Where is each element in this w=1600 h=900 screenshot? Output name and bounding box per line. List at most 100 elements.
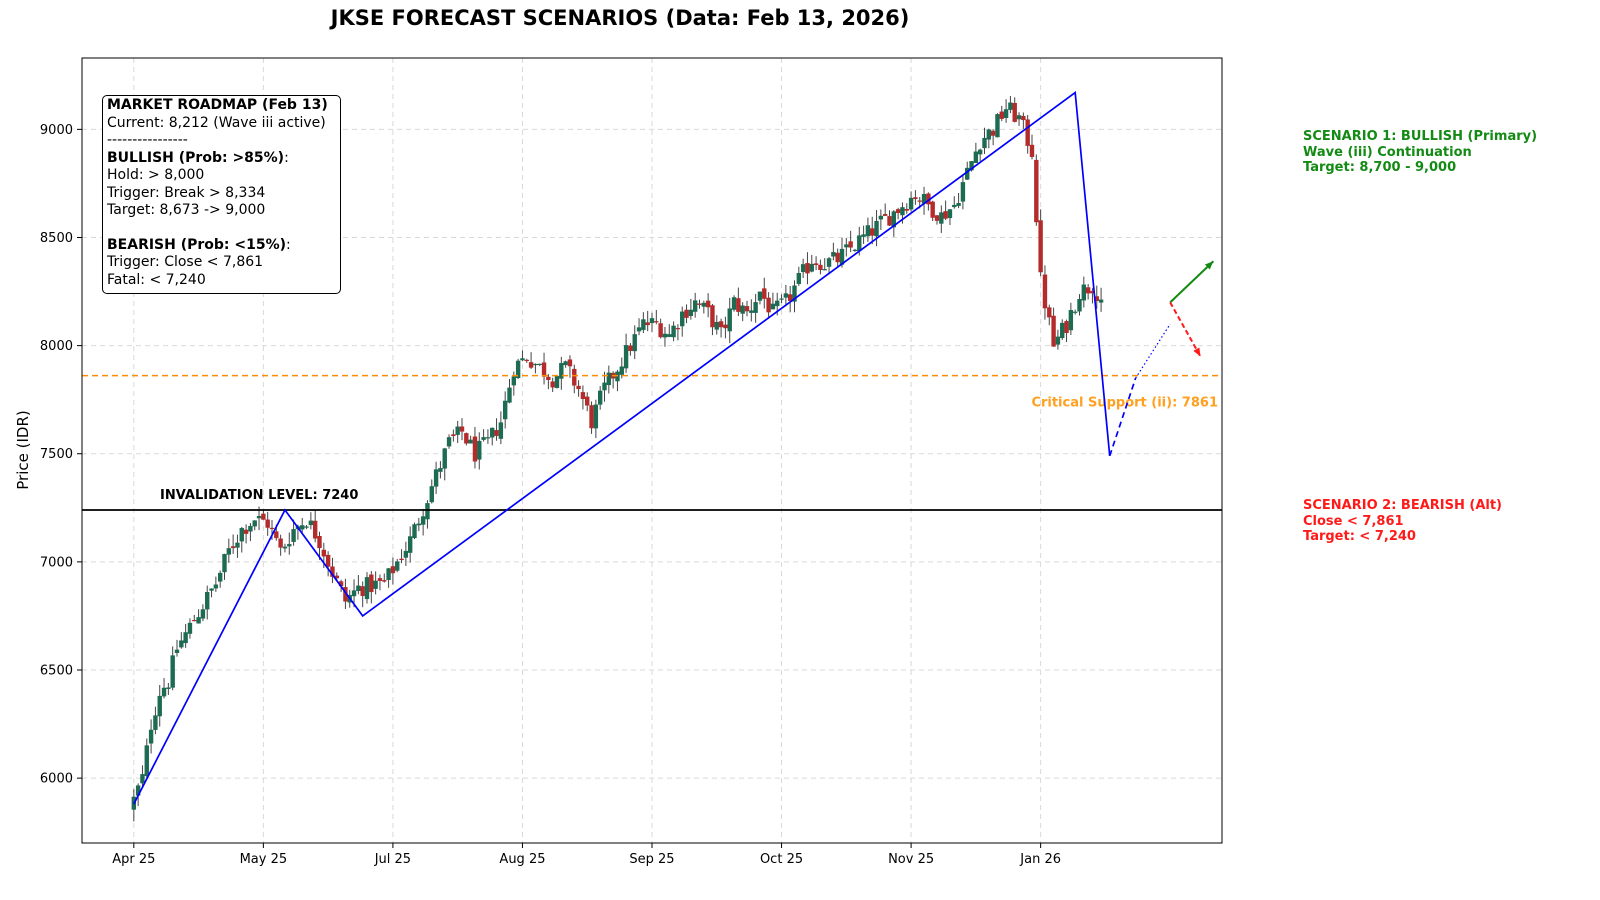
candle-up xyxy=(140,774,145,784)
candle-up xyxy=(248,525,253,532)
candle-up xyxy=(1072,311,1078,313)
candle-up xyxy=(662,333,668,338)
y-tick-label: 6500 xyxy=(40,663,73,678)
candle-up xyxy=(291,529,296,542)
candle-down xyxy=(1038,220,1043,273)
candle-up xyxy=(135,785,141,796)
bearish-arrow-head xyxy=(1193,347,1201,357)
candle-up xyxy=(515,360,521,379)
candle-up xyxy=(455,426,460,435)
candle-down xyxy=(192,619,197,622)
candle-down xyxy=(654,321,659,323)
candle-up xyxy=(235,542,240,548)
candle-up xyxy=(252,520,257,527)
level-layer: INVALIDATION LEVEL: 7240 Critical Support… xyxy=(82,374,1222,511)
candle-up xyxy=(511,376,517,386)
candle-up xyxy=(356,585,361,592)
candle-up xyxy=(1077,299,1082,312)
scenario-2-annotation: SCENARIO 2: BEARISH (Alt) Close < 7,861 … xyxy=(1303,498,1502,545)
x-tick-label: Nov 25 xyxy=(888,852,934,867)
candle-up xyxy=(533,363,538,366)
scenario-2-title: SCENARIO 2: BEARISH (Alt) xyxy=(1303,498,1502,513)
bullish-prob: BULLISH (Prob: >85%) xyxy=(107,149,285,166)
candle-up xyxy=(891,211,897,228)
candle-down xyxy=(1025,119,1030,146)
candle-down xyxy=(321,549,327,557)
candle-up xyxy=(900,207,905,216)
candle-down xyxy=(895,209,901,214)
candle-up xyxy=(749,310,754,313)
candle-up xyxy=(429,486,434,503)
candle-up xyxy=(939,212,944,224)
candle-up xyxy=(701,302,707,307)
candle-up xyxy=(179,640,184,648)
candle-up xyxy=(395,561,400,571)
scenario-1-annotation: SCENARIO 1: BULLISH (Primary) Wave (iii)… xyxy=(1303,129,1537,176)
candle-down xyxy=(675,328,681,330)
candle-down xyxy=(1047,307,1052,318)
bullish-colon: : xyxy=(284,149,289,166)
y-tick-label: 7500 xyxy=(40,447,73,462)
candle-down xyxy=(870,228,875,236)
candle-down xyxy=(1042,274,1048,309)
candle-down xyxy=(589,405,594,429)
candle-up xyxy=(921,193,927,204)
candle-down xyxy=(524,359,529,362)
candle-up xyxy=(977,149,983,155)
candle-up xyxy=(468,439,473,444)
candle-down xyxy=(697,303,702,305)
candle-up xyxy=(714,321,719,330)
candle-down xyxy=(710,305,715,328)
candle-up xyxy=(680,311,685,327)
candle-down xyxy=(576,385,581,390)
candle-down xyxy=(1029,144,1035,157)
candle-down xyxy=(261,513,266,520)
candle-up xyxy=(809,263,814,272)
candle-up xyxy=(995,114,1000,138)
candle-up xyxy=(874,220,879,237)
candle-up xyxy=(490,427,495,438)
candle-down xyxy=(338,581,344,587)
candle-down xyxy=(377,578,383,581)
candle-up xyxy=(619,366,624,375)
bearish-colon: : xyxy=(286,236,291,253)
candle-up xyxy=(792,285,797,302)
candle-up xyxy=(740,305,745,314)
candle-down xyxy=(684,309,689,318)
candle-up xyxy=(442,448,447,469)
candle-up xyxy=(433,469,439,487)
candle-up xyxy=(783,293,789,298)
candle-down xyxy=(1034,159,1039,223)
candle-up xyxy=(692,300,698,312)
x-tick-label: May 25 xyxy=(240,852,288,867)
candle-down xyxy=(464,433,469,444)
candle-down xyxy=(451,434,456,437)
candle-up xyxy=(952,204,957,208)
candle-up xyxy=(308,520,314,526)
candle-up xyxy=(498,422,504,439)
x-tick-label: Apr 25 xyxy=(112,852,155,867)
candle-up xyxy=(1081,284,1087,301)
candle-up xyxy=(770,303,776,310)
candle-down xyxy=(1012,102,1017,122)
candle-down xyxy=(887,216,892,226)
market-roadmap-box: MARKET ROADMAP (Feb 13) Current: 8,212 (… xyxy=(102,95,341,294)
candle-up xyxy=(947,209,953,219)
candle-up xyxy=(364,577,370,600)
y-tick-label: 6000 xyxy=(40,772,73,787)
candle-up xyxy=(796,272,802,284)
wave-projection-dotted xyxy=(1135,323,1171,379)
candle-up xyxy=(602,382,607,391)
candle-down xyxy=(528,362,534,368)
candle-up xyxy=(563,361,568,366)
candle-up xyxy=(183,632,188,644)
candle-up xyxy=(485,437,491,439)
candle-up xyxy=(1060,322,1065,338)
candle-down xyxy=(705,300,711,308)
candle-up xyxy=(688,309,694,316)
candle-down xyxy=(494,430,499,436)
candle-up xyxy=(727,308,732,332)
candle-up xyxy=(386,568,391,580)
candle-down xyxy=(718,321,724,328)
